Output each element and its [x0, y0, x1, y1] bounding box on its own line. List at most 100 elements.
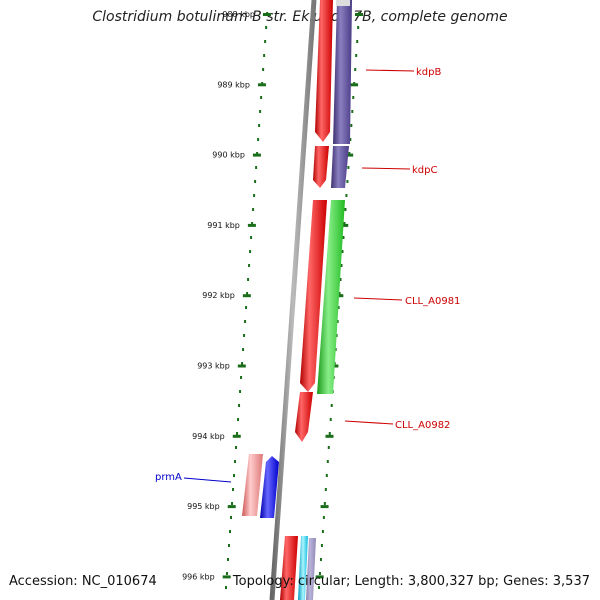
- ruler-dot-right: [326, 460, 329, 463]
- ruler-dot-right: [357, 26, 360, 29]
- ruler-dot-left: [233, 474, 236, 477]
- gene-bottom-grey: [306, 538, 316, 600]
- ruler-tick-left: [252, 153, 261, 157]
- ruler-tick-right: [320, 505, 329, 509]
- ruler-dot-left: [257, 138, 260, 141]
- ruler-tick-left: [222, 575, 231, 579]
- ruler-label: 993 kbp: [197, 362, 230, 371]
- ruler-dot-left: [247, 278, 250, 281]
- ruler-dot-right: [335, 334, 338, 337]
- ruler-ticks: [222, 13, 364, 579]
- ruler-dot-left: [251, 222, 254, 225]
- ruler-dot-left: [240, 376, 243, 379]
- ruler-dot-right: [344, 208, 347, 211]
- ruler-dot-right: [350, 124, 353, 127]
- ruler-dot-right: [328, 432, 331, 435]
- ruler-dot-right: [341, 250, 344, 253]
- ruler-tick-right: [345, 153, 354, 157]
- ruler-tick-left: [232, 434, 241, 438]
- ruler-dot-left: [260, 96, 263, 99]
- map-title: Clostridium botulinum B str. Eklund 17B,…: [92, 9, 508, 25]
- leader-kdpC: [361, 167, 411, 170]
- gene-features: [242, 0, 352, 600]
- leader-prmA: [183, 477, 232, 483]
- ruler-dot-right: [317, 586, 320, 589]
- ruler-tick-left: [237, 364, 246, 368]
- ruler-dot-right: [329, 418, 332, 421]
- ruler-dot-right: [354, 68, 357, 71]
- leader-kdpB: [365, 69, 415, 72]
- ruler-dot-right: [343, 222, 346, 225]
- ruler-dot-left: [258, 124, 261, 127]
- leader-CLL_A0982: [344, 420, 394, 425]
- ruler-dot-left: [263, 54, 266, 57]
- ruler-label: 990 kbp: [212, 151, 245, 160]
- gene-CLL_A0982: [295, 392, 313, 442]
- label-kdpC: kdpC: [412, 165, 437, 176]
- ruler-dot-left: [252, 208, 255, 211]
- ruler-tick-left: [227, 505, 236, 509]
- ruler-label: 992 kbp: [202, 291, 235, 300]
- gene-bottom-cyan: [298, 536, 308, 600]
- ruler-dot-left: [255, 166, 258, 169]
- ruler-label: 988 kbp: [222, 10, 255, 19]
- leader-CLL_A0981: [353, 297, 403, 301]
- ruler-dot-left: [253, 194, 256, 197]
- ruler-dot-right: [346, 180, 349, 183]
- gene-red-long: [300, 200, 327, 392]
- gene-bottom-red: [280, 536, 298, 600]
- ruler-dot-right: [336, 320, 339, 323]
- label-kdpB: kdpB: [416, 67, 441, 78]
- ruler-dot-right: [319, 558, 322, 561]
- ruler-dot-right: [338, 292, 341, 295]
- ruler-dot-left: [241, 362, 244, 365]
- ruler-dot-right: [355, 54, 358, 57]
- ruler-dot-left: [249, 250, 252, 253]
- ruler-tick-right: [355, 13, 364, 16]
- ruler-tick-right: [350, 83, 359, 87]
- ruler-dot-right: [330, 404, 333, 407]
- ruler-dot-left: [246, 292, 249, 295]
- ruler-dot-left: [245, 306, 248, 309]
- ruler-tick-left: [257, 83, 266, 87]
- ruler-dot-left: [248, 264, 251, 267]
- ruler-dot-right: [339, 278, 342, 281]
- ruler-dot-right: [320, 544, 323, 547]
- ruler-dot-right: [340, 264, 343, 267]
- ruler-dot-right: [347, 166, 350, 169]
- ruler-tick-right: [315, 575, 324, 579]
- ruler-tick-right: [335, 294, 344, 298]
- backbone-line: [269, 0, 317, 600]
- accession-text: Accession: NC_010674: [9, 574, 157, 589]
- ruler-tick-right: [325, 434, 334, 438]
- ruler-dot-left: [243, 334, 246, 337]
- gene-CLL_A0981: [317, 200, 345, 394]
- ruler-tick-left: [247, 223, 256, 227]
- ruler-label: 991 kbp: [207, 221, 240, 230]
- ruler-dot-left: [242, 348, 245, 351]
- ruler-dot-left: [259, 110, 262, 113]
- ruler-dots: [225, 12, 361, 589]
- gene-labels: kdpB kdpC CLL_A0981 CLL_A0982 prmA: [155, 67, 460, 483]
- ruler-dot-right: [318, 572, 321, 575]
- ruler-dot-left: [230, 516, 233, 519]
- ruler-dot-right: [351, 110, 354, 113]
- ruler-dot-left: [229, 530, 232, 533]
- label-prmA: prmA: [155, 472, 182, 483]
- ruler-label: 989 kbp: [217, 80, 250, 89]
- ruler-tick-left: [242, 294, 251, 298]
- ruler-tick-left: [262, 13, 271, 16]
- ruler-dot-right: [325, 474, 328, 477]
- gene-top-marker: [336, 0, 350, 6]
- ruler-label: 995 kbp: [187, 502, 220, 511]
- ruler-dot-left: [250, 236, 253, 239]
- ruler-dot-right: [322, 516, 325, 519]
- ruler-dot-left: [239, 390, 242, 393]
- label-CLL_A0982: CLL_A0982: [395, 420, 450, 431]
- ruler-dot-right: [337, 306, 340, 309]
- ruler-dot-left: [244, 320, 247, 323]
- ruler-dot-left: [237, 418, 240, 421]
- summary-text: Topology: circular; Length: 3,800,327 bp…: [232, 574, 590, 589]
- gene-prmA-pink: [242, 454, 263, 516]
- ruler-dot-right: [356, 40, 359, 43]
